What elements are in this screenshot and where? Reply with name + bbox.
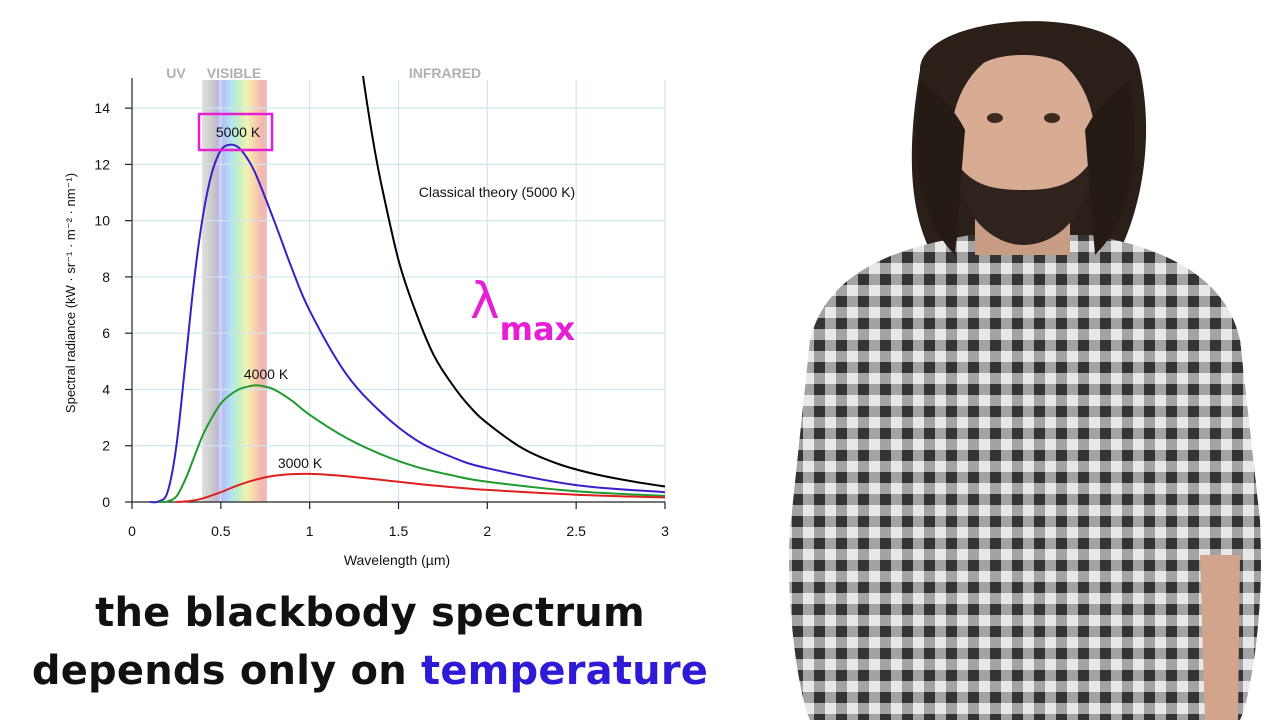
x-axis-label: Wavelength (µm)	[344, 552, 450, 568]
y-tick-label: 8	[102, 269, 110, 285]
annotation-5000k: 5000 K	[216, 124, 261, 140]
series-line-0	[149, 143, 666, 504]
annotation-4000k: 4000 K	[244, 366, 289, 382]
y-tick-label: 4	[102, 381, 110, 397]
caption-line-1: the blackbody spectrum	[95, 590, 645, 636]
annotation-classical: Classical theory (5000 K)	[419, 184, 575, 200]
beard	[955, 160, 1092, 245]
region-label-infrared: INFRARED	[409, 65, 481, 81]
region-label-uv: UV	[166, 65, 186, 81]
chart-series	[149, 75, 666, 504]
x-tick-label: 1	[306, 523, 314, 539]
x-tick-label: 2	[483, 523, 491, 539]
presenter-photo	[789, 21, 1261, 720]
x-tick-label: 2.5	[566, 523, 586, 539]
x-tick-label: 3	[661, 523, 669, 539]
x-tick-label: 0	[128, 523, 136, 539]
left-arm	[789, 340, 850, 720]
caption-line-2: depends only on temperature	[0, 648, 770, 694]
hair-side-left	[916, 80, 965, 255]
blackbody-chart: 0 0.5 1 1.5 2 2.5 3 0 2 4 6 8 10 12 14 UV VISIBLE INF…	[63, 65, 669, 568]
y-tick-label: 12	[94, 156, 110, 172]
y-tick-label: 2	[102, 438, 110, 454]
annotation-3000k: 3000 K	[278, 455, 323, 471]
caption-highlight: temperature	[421, 648, 709, 694]
shirt	[797, 235, 1261, 720]
y-tick-label: 14	[94, 100, 110, 116]
lambda-subscript: max	[500, 310, 576, 348]
uv-band	[202, 80, 218, 502]
chart-axes	[125, 78, 666, 509]
x-tick-label: 0.5	[211, 523, 231, 539]
hair-front	[937, 28, 1112, 110]
right-forearm-skin	[1200, 555, 1240, 720]
peak-highlight-box	[197, 112, 274, 152]
right-eye	[1044, 113, 1060, 123]
visible-band	[216, 80, 267, 502]
series-line-1	[158, 384, 666, 504]
y-tick-labels: 0 2 4 6 8 10 12 14	[94, 100, 110, 510]
lambda-symbol: λ	[470, 272, 500, 330]
series-line-3	[362, 75, 666, 488]
y-tick-label: 6	[102, 325, 110, 341]
y-axis-label: Spectral radiance (kW · sr⁻¹ · m⁻² · nm⁻…	[63, 173, 78, 413]
series-line-2	[176, 472, 666, 503]
chart-grid	[132, 80, 666, 502]
y-tick-label: 10	[94, 213, 110, 229]
left-eye	[987, 113, 1003, 123]
region-label-visible: VISIBLE	[207, 65, 261, 81]
y-tick-label: 0	[102, 494, 110, 510]
caption-prefix: depends only on	[31, 648, 422, 694]
x-tick-label: 1.5	[389, 523, 409, 539]
hair-side-right	[1085, 80, 1135, 255]
x-tick-labels: 0 0.5 1 1.5 2 2.5 3	[128, 523, 669, 539]
lambda-max-label: λmax	[470, 272, 576, 348]
